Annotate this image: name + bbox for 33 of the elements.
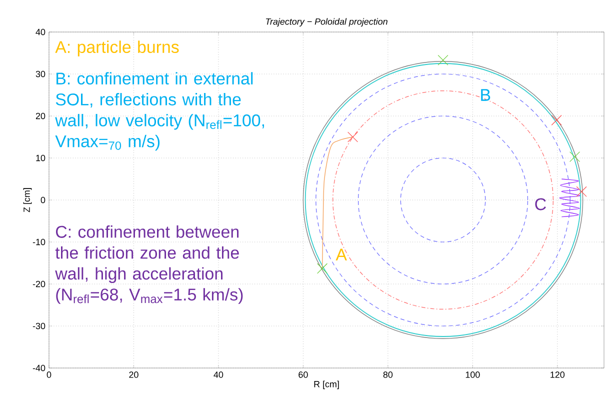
annotation: A bbox=[336, 248, 347, 260]
x-tick-label: 40 bbox=[214, 372, 224, 378]
point bbox=[551, 114, 562, 126]
y-tick-label: -30 bbox=[32, 322, 46, 330]
y-tick-label: -40 bbox=[32, 364, 46, 372]
x-axis-title: R [cm] bbox=[314, 380, 339, 390]
point bbox=[317, 263, 328, 274]
point bbox=[438, 54, 448, 66]
x-tick-label: 100 bbox=[466, 372, 480, 378]
text: B: confinement in external SOL, reflections with the wall, low velocity (N$_{refl}$=100, Vmax=$_{70}$ m/s) bbox=[55, 72, 264, 151]
y-tick-label: 40 bbox=[36, 28, 46, 36]
y-tick-label: 20 bbox=[36, 112, 46, 120]
y-tick-label: 10 bbox=[36, 154, 46, 162]
y-tick-label: -20 bbox=[32, 280, 46, 288]
annotation: C: confinement between the friction zone and the wall, high acceleration (N$_{refl}$=68, V$_{max}$=1.5 km/s) bbox=[55, 225, 243, 304]
x-tick-label: 60 bbox=[298, 372, 308, 378]
y-tick-label: -10 bbox=[32, 238, 46, 246]
x-tick-label: 20 bbox=[129, 372, 138, 378]
point bbox=[570, 151, 580, 162]
point bbox=[576, 186, 587, 197]
x-tick-label: 120 bbox=[550, 372, 565, 378]
annotation: C bbox=[535, 198, 546, 210]
line-series bbox=[322, 136, 354, 269]
annotation: B bbox=[481, 89, 490, 101]
y-axis-title: Z [cm] bbox=[23, 188, 32, 212]
x-tick-label: 0 bbox=[46, 372, 52, 378]
line-series bbox=[559, 178, 580, 218]
x-tick-label: 80 bbox=[383, 372, 393, 378]
chart-title: Trajectory − Poloidal projection bbox=[266, 18, 388, 26]
y-tick-label: 0 bbox=[40, 196, 46, 204]
point bbox=[348, 132, 358, 142]
annotation: A: particle burns bbox=[55, 40, 179, 56]
y-tick-label: 30 bbox=[36, 70, 46, 78]
